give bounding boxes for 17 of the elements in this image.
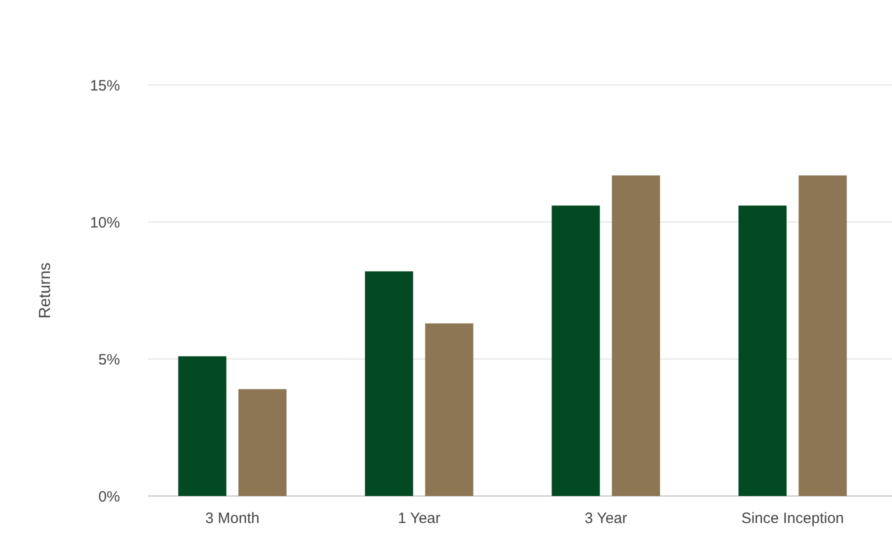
bar xyxy=(798,175,847,496)
y-tick-label: 15% xyxy=(90,77,120,94)
bar xyxy=(238,389,287,496)
bar xyxy=(178,356,226,496)
bar xyxy=(364,271,414,496)
y-tick-label: 10% xyxy=(90,214,120,232)
y-tick-label: 5% xyxy=(98,351,120,368)
x-tick-label: 3 Month xyxy=(205,510,260,527)
y-tick-label: 0% xyxy=(98,488,120,506)
x-tick-label: 1 Year xyxy=(398,510,440,527)
x-tick-label: Since Inception xyxy=(741,510,844,527)
x-tick-label: 3 Year xyxy=(584,510,628,527)
bar xyxy=(552,206,600,496)
bar xyxy=(738,206,787,496)
bar xyxy=(612,175,660,496)
bar xyxy=(425,323,474,496)
y-axis-title: Returns xyxy=(37,262,54,319)
